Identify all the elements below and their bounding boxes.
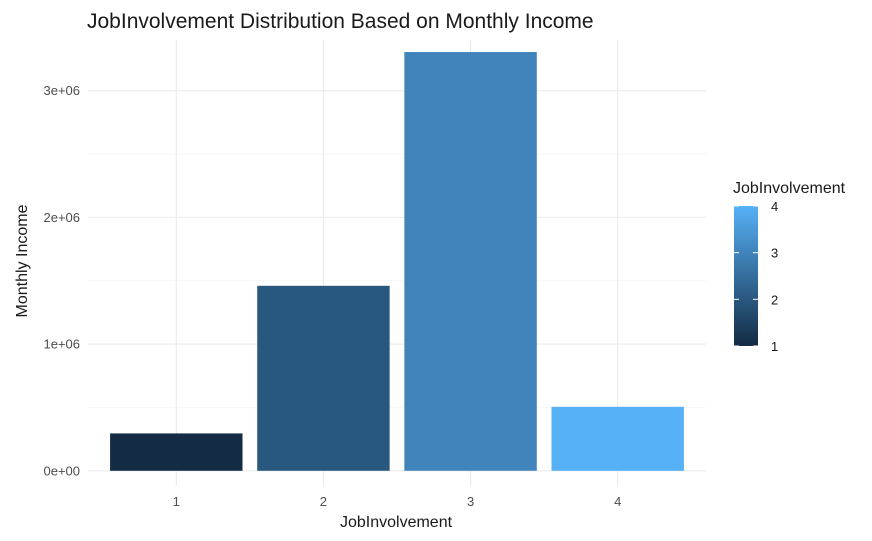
legend-tick-label: 2 — [771, 292, 778, 307]
bar-4 — [551, 406, 684, 471]
legend-title: JobInvolvement — [733, 180, 846, 197]
bar-3 — [404, 52, 537, 471]
x-axis-title: JobInvolvement — [340, 514, 453, 531]
y-tick-label: 2e+06 — [43, 210, 80, 225]
y-tick-label: 3e+06 — [43, 83, 80, 98]
x-tick-label: 2 — [320, 494, 327, 509]
x-axis-ticks: 1 2 3 4 — [173, 494, 622, 509]
bar-2 — [257, 285, 390, 471]
y-axis-title: Monthly Income — [14, 204, 31, 317]
legend-tick-label: 1 — [771, 339, 778, 354]
bar-1 — [110, 433, 243, 471]
legend: JobInvolvement 1 2 3 4 — [733, 180, 846, 354]
x-tick-label: 1 — [173, 494, 180, 509]
legend-tick-label: 4 — [771, 199, 778, 214]
x-tick-label: 4 — [614, 494, 621, 509]
chart-title: JobInvolvement Distribution Based on Mon… — [87, 10, 594, 33]
legend-tick-label: 3 — [771, 246, 778, 261]
bars — [110, 52, 684, 471]
x-tick-label: 3 — [467, 494, 474, 509]
legend-ticks: 1 2 3 4 — [734, 199, 778, 354]
legend-colorbar — [734, 206, 758, 346]
y-tick-label: 1e+06 — [43, 337, 80, 352]
y-axis-ticks: 0e+00 1e+06 2e+06 3e+06 — [43, 83, 80, 478]
y-tick-label: 0e+00 — [43, 463, 80, 478]
